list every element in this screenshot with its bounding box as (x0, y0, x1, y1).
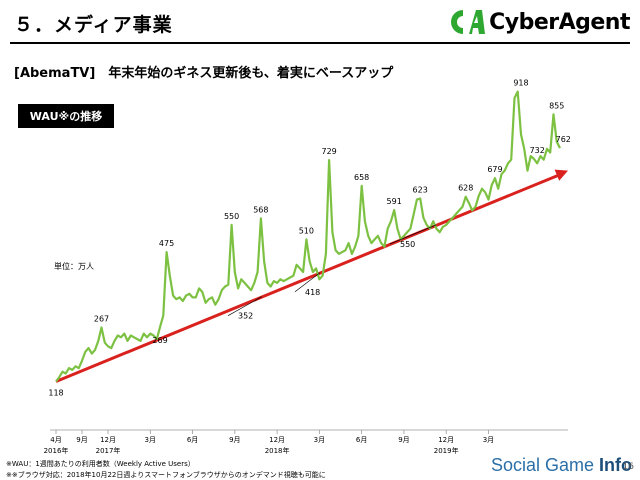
data-label: 267 (94, 314, 109, 323)
x-year-label: 2017年 (96, 446, 121, 455)
wau-badge: WAU※の推移 (18, 104, 114, 128)
x-tick-label: 9月 (229, 436, 240, 444)
trend-leader-line (389, 224, 437, 245)
trend-leader-line (227, 296, 263, 316)
wau-series-line (55, 90, 561, 383)
data-label: 628 (458, 184, 473, 193)
trend-label: 550 (400, 240, 415, 249)
x-tick-label: 12月 (269, 436, 285, 444)
watermark: Social Game Info (491, 455, 632, 476)
trend-label: 352 (238, 312, 253, 321)
x-tick-label: 6月 (356, 436, 367, 444)
data-label: 591 (387, 197, 402, 206)
watermark-text-bold: Info (599, 455, 632, 475)
trend-label: 418 (305, 288, 320, 297)
title-divider (10, 42, 630, 44)
brand-name: CyberAgent (489, 9, 630, 35)
x-tick-label: 3月 (314, 436, 325, 444)
footnote-browser: ※※ブラウザ対応：2018年10月22日週よりスマートフォンブラウザからのオンデ… (6, 471, 326, 479)
data-label: 475 (159, 239, 174, 248)
x-tick-label: 4月 (50, 436, 61, 444)
data-label: 623 (413, 185, 428, 194)
x-year-label: 2018年 (265, 446, 290, 455)
data-label: 118 (48, 388, 63, 397)
data-label: 658 (354, 173, 369, 182)
data-label: 729 (321, 147, 336, 156)
x-year-label: 2019年 (434, 446, 459, 455)
x-tick-label: 9月 (398, 436, 409, 444)
x-tick-label: 12月 (100, 436, 116, 444)
page-title: ５．メディア事業 (14, 14, 173, 36)
data-label: 568 (253, 205, 268, 214)
cyberagent-logo: CyberAgent (449, 8, 630, 36)
data-label: 269 (152, 336, 167, 345)
x-tick-label: 9月 (76, 436, 87, 444)
page-number: 16 (622, 462, 634, 472)
data-label: 855 (549, 101, 564, 110)
data-label: 510 (299, 226, 314, 235)
unit-label: 単位：万人 (54, 262, 94, 271)
slide-subtitle: [AbemaTV] 年末年始のギネス更新後も、着実にベースアップ (14, 66, 394, 81)
footnote-wau: ※WAU：1週間あたりの利用者数（Weekly Active Users） (6, 460, 195, 468)
x-tick-label: 3月 (483, 436, 494, 444)
x-year-label: 2016年 (44, 446, 69, 455)
cyberagent-logo-icon (451, 10, 486, 34)
x-tick-label: 3月 (145, 436, 156, 444)
x-tick-label: 6月 (187, 436, 198, 444)
trend-line (55, 173, 561, 383)
trend-arrowhead (554, 169, 568, 181)
data-label: 918 (513, 79, 528, 88)
watermark-text: Social Game (490, 455, 599, 475)
data-label: 732 (530, 146, 545, 155)
data-label: 679 (487, 165, 502, 174)
data-label: 550 (224, 212, 239, 221)
data-label: 762 (556, 135, 571, 144)
trend-leader-line (294, 272, 321, 293)
x-tick-label: 12月 (438, 436, 454, 444)
